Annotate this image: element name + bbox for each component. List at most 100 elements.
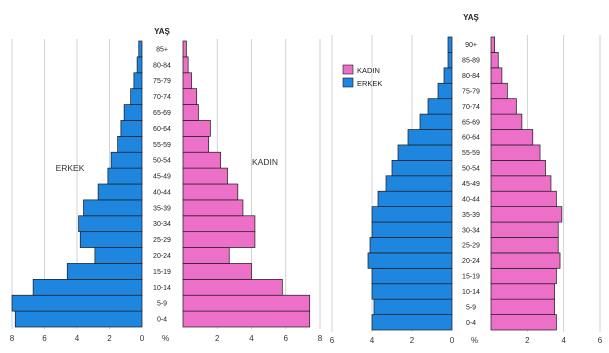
female-bar [490,206,563,223]
age-group-label: 55-59 [153,142,171,149]
age-group-label: 85+ [156,46,168,53]
female-bar [490,98,517,115]
male-bar [419,113,453,130]
male-bar [367,252,453,269]
male-bar [117,135,143,153]
female-bar [490,175,552,192]
x-tick-label: 6 [42,334,47,343]
age-group-label: 65-69 [153,110,171,117]
male-bar [407,129,453,146]
x-tick-label: 4 [561,336,566,345]
female-bar [182,294,311,312]
x-tick-label: 4 [249,334,254,343]
legend-swatch-male [342,77,354,88]
female-bar [490,252,561,269]
age-group-label: 45-49 [153,174,171,181]
age-group-label: 40-44 [153,189,171,196]
male-side-label: ERKEK [56,163,85,173]
age-group-label: 25-29 [462,243,480,250]
age-group-label: 0-4 [466,320,476,327]
male-bar [427,98,453,115]
age-group-label: 20-24 [462,258,480,265]
age-group-label: 85-89 [462,58,480,65]
female-bar [182,104,199,121]
female-bar [182,215,256,233]
male-bar [397,144,453,161]
male-bar [371,314,453,331]
male-bar [371,221,453,238]
age-group-label: 25-29 [153,237,171,244]
female-bar [182,120,211,137]
female-bar [182,263,252,280]
female-bar [490,82,508,100]
x-tick-label: 8 [10,334,15,343]
age-group-label: 70-74 [153,94,171,101]
male-bar [94,247,143,264]
male-bar [138,40,143,58]
age-group-label: 75-79 [153,78,171,85]
age-group-label: 60-64 [153,126,171,133]
male-bar [136,56,143,74]
male-bar [79,231,143,248]
age-group-label: 30-34 [462,227,480,234]
male-bar [447,36,453,53]
female-bar [490,36,495,53]
legend-swatch-female [342,64,354,75]
male-bar [97,183,143,201]
x-tick-label: 2 [525,336,530,345]
x-tick-label: 4 [370,336,375,345]
x-tick-label: % [162,334,169,343]
male-bar [369,237,453,254]
female-bar [490,129,534,146]
male-bar [437,82,453,100]
male-bar [373,298,453,315]
legend-label-female: KADIN [357,66,380,75]
age-group-label: 55-59 [462,150,480,157]
male-bar [32,278,143,296]
female-bar [182,310,311,328]
female-bar [182,278,283,296]
male-bar [66,263,143,280]
male-bar [123,104,143,121]
x-tick-label: % [471,336,478,345]
age-group-label: 5-9 [157,301,167,308]
female-bar [490,160,546,177]
age-group-label: 80-84 [462,73,480,80]
x-tick-label: 0 [450,336,455,345]
x-tick-label: 2 [410,336,415,345]
age-group-label: 15-19 [462,274,480,281]
male-bar [11,294,143,312]
age-group-label: 20-24 [153,253,171,260]
age-group-label: 75-79 [462,88,480,95]
female-bar [490,267,557,285]
female-bar [490,190,557,207]
x-tick-label: 8 [318,334,323,343]
age-group-label: 70-74 [462,104,480,111]
age-group-label: 80-84 [153,62,171,69]
male-bar [110,151,143,169]
age-axis-title: YAŞ [154,27,170,36]
female-bar [182,247,230,264]
male-bar [83,199,143,217]
age-group-label: 10-14 [462,289,480,296]
male-bar [447,52,453,69]
female-bar [182,88,198,105]
male-bar [371,206,453,223]
x-tick-label: 6 [330,336,335,345]
age-group-label: 0-4 [157,317,167,324]
female-side-label: KADIN [252,157,278,167]
female-bar [490,144,541,161]
x-tick-label: 2 [107,334,112,343]
male-bar [107,167,143,185]
female-bar [490,237,559,254]
female-bar [490,67,503,84]
x-tick-label: 2 [215,334,220,343]
age-group-label: 50-54 [153,158,171,165]
age-group-label: 10-14 [153,285,171,292]
age-group-label: 5-9 [466,304,476,311]
male-bar [120,120,143,137]
age-group-label: 35-39 [462,212,480,219]
female-bar [490,221,559,238]
female-bar [182,40,187,58]
